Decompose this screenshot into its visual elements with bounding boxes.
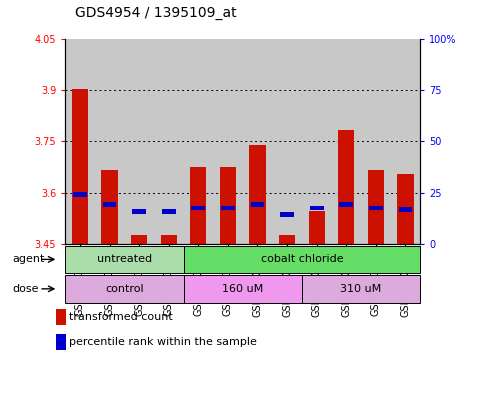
Bar bbox=[279, 235, 295, 244]
Bar bbox=[65, 246, 184, 273]
Text: untreated: untreated bbox=[97, 254, 152, 264]
Bar bbox=[302, 275, 420, 303]
Bar bbox=[56, 334, 67, 350]
Bar bbox=[369, 206, 383, 210]
Text: GDS4954 / 1395109_at: GDS4954 / 1395109_at bbox=[75, 6, 237, 20]
Text: 160 uM: 160 uM bbox=[222, 284, 263, 294]
Text: cobalt chloride: cobalt chloride bbox=[260, 254, 343, 264]
Bar bbox=[131, 235, 147, 244]
Bar bbox=[184, 275, 302, 303]
Bar bbox=[243, 39, 272, 244]
Bar bbox=[391, 39, 420, 244]
Bar bbox=[309, 211, 325, 244]
Bar bbox=[73, 192, 87, 196]
Text: 310 uM: 310 uM bbox=[341, 284, 382, 294]
Bar bbox=[161, 235, 177, 244]
Text: agent: agent bbox=[12, 254, 44, 264]
Bar bbox=[220, 167, 236, 244]
Text: transformed count: transformed count bbox=[69, 312, 172, 322]
Bar bbox=[132, 209, 146, 213]
Bar bbox=[184, 39, 213, 244]
Bar bbox=[398, 208, 412, 212]
Bar bbox=[280, 213, 294, 217]
Bar bbox=[101, 171, 118, 244]
Bar bbox=[154, 39, 184, 244]
Bar bbox=[65, 275, 184, 303]
Bar bbox=[72, 89, 88, 244]
Bar bbox=[368, 171, 384, 244]
Bar bbox=[272, 39, 302, 244]
Bar bbox=[191, 206, 205, 210]
Bar bbox=[125, 39, 154, 244]
Text: dose: dose bbox=[12, 284, 39, 294]
Bar bbox=[95, 39, 125, 244]
Bar bbox=[361, 39, 391, 244]
Bar bbox=[340, 202, 353, 207]
Bar bbox=[103, 202, 116, 207]
Bar bbox=[56, 309, 67, 325]
Bar bbox=[162, 209, 176, 213]
Bar bbox=[251, 202, 264, 207]
Bar bbox=[184, 246, 420, 273]
Text: control: control bbox=[105, 284, 143, 294]
Bar bbox=[65, 39, 95, 244]
Bar bbox=[331, 39, 361, 244]
Bar bbox=[249, 145, 266, 244]
Bar bbox=[221, 206, 235, 210]
Bar bbox=[190, 167, 206, 244]
Bar bbox=[398, 174, 413, 244]
Bar bbox=[302, 39, 331, 244]
Bar bbox=[213, 39, 243, 244]
Bar bbox=[310, 206, 324, 210]
Text: percentile rank within the sample: percentile rank within the sample bbox=[69, 337, 256, 347]
Bar bbox=[338, 130, 355, 244]
